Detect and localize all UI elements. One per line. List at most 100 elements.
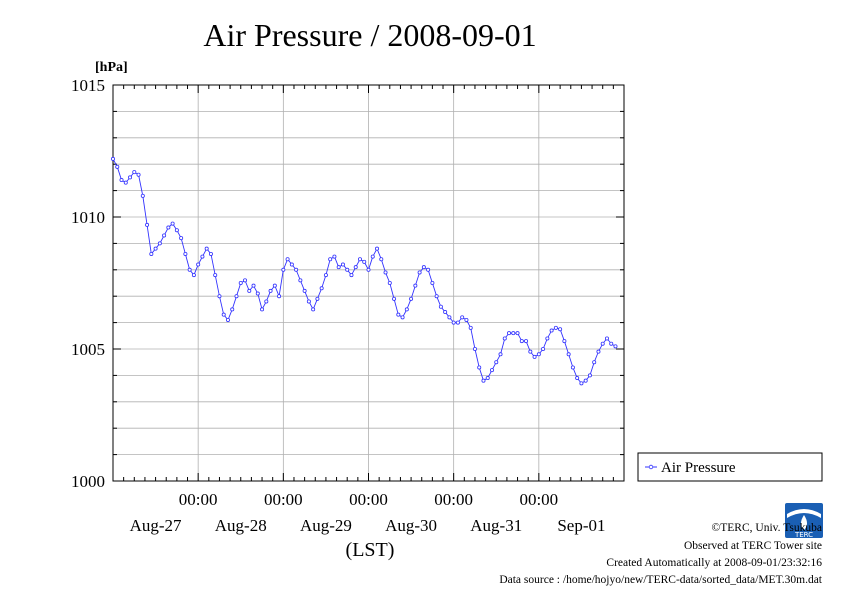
data-point xyxy=(447,315,452,320)
data-point xyxy=(357,257,362,262)
data-point xyxy=(281,267,286,272)
data-point xyxy=(289,262,294,267)
data-point xyxy=(123,180,128,185)
data-point xyxy=(409,296,414,301)
y-tick-label: 1005 xyxy=(71,340,105,359)
data-point xyxy=(443,310,448,315)
axes: 1000 1005 1010 1015 00:00 00:00 00:00 00:00 00:0… xyxy=(71,76,625,535)
data-point xyxy=(302,288,307,293)
data-point xyxy=(553,325,558,330)
data-point xyxy=(191,273,196,278)
data-point xyxy=(485,376,490,381)
data-point xyxy=(502,336,507,341)
data-point xyxy=(230,307,235,312)
data-point xyxy=(570,365,575,370)
data-point xyxy=(524,339,529,344)
data-point xyxy=(379,257,384,262)
data-point xyxy=(132,170,137,175)
data-point xyxy=(136,172,141,177)
data-point xyxy=(149,251,154,256)
data-point xyxy=(532,354,537,359)
terc-logo: TERC xyxy=(785,503,823,539)
data-point xyxy=(489,368,494,373)
data-point xyxy=(234,294,239,299)
data-point xyxy=(119,178,124,183)
data-point xyxy=(404,307,409,312)
data-point xyxy=(583,378,588,383)
data-point xyxy=(170,221,175,226)
data-point xyxy=(323,273,328,278)
footer-copyright: ©TERC, Univ. Tsukuba xyxy=(712,522,822,534)
data-point xyxy=(545,336,550,341)
data-point xyxy=(247,288,252,293)
x-tick-time-label: 00:00 xyxy=(519,490,558,509)
data-point xyxy=(558,327,563,332)
x-tick-time-label: 00:00 xyxy=(434,490,473,509)
data-point xyxy=(460,315,465,320)
data-point xyxy=(319,286,324,291)
data-point xyxy=(575,376,580,381)
y-tick-label: 1010 xyxy=(71,208,105,227)
logo-drop-icon xyxy=(801,515,807,530)
data-point xyxy=(187,267,192,272)
data-point xyxy=(264,299,269,304)
data-point xyxy=(541,346,546,351)
data-point xyxy=(472,346,477,351)
data-point xyxy=(238,280,243,285)
data-point xyxy=(579,381,584,386)
data-point xyxy=(596,349,601,354)
data-point xyxy=(128,175,133,180)
legend: Air Pressure xyxy=(637,452,823,482)
data-point xyxy=(221,312,226,317)
data-point xyxy=(498,352,503,357)
data-point xyxy=(464,317,469,322)
logo-text: TERC xyxy=(794,531,813,539)
data-point xyxy=(536,352,541,357)
data-point xyxy=(477,365,482,370)
data-point xyxy=(511,331,516,336)
x-tick-day-label: Aug-29 xyxy=(300,516,352,535)
data-point xyxy=(519,339,524,344)
y-axis-unit-label: [hPa] xyxy=(95,60,128,75)
data-point xyxy=(225,317,230,322)
data-point xyxy=(200,254,205,259)
data-point xyxy=(600,341,605,346)
data-point xyxy=(396,312,401,317)
data-point xyxy=(153,246,158,251)
x-tick-day-label: Sep-01 xyxy=(557,516,605,535)
data-point xyxy=(298,278,303,283)
data-point xyxy=(604,336,609,341)
data-point xyxy=(179,236,184,241)
data-point xyxy=(392,296,397,301)
data-point xyxy=(277,294,282,299)
data-point xyxy=(387,280,392,285)
data-point xyxy=(115,164,120,169)
x-tick-day-label: Aug-28 xyxy=(215,516,267,535)
data-point xyxy=(421,265,426,270)
data-point xyxy=(515,331,520,336)
logo-wave-icon xyxy=(787,509,821,518)
data-point xyxy=(111,156,116,161)
data-point xyxy=(609,341,614,346)
grid-lines xyxy=(113,85,624,481)
data-point xyxy=(345,267,350,272)
data-point xyxy=(613,344,618,349)
y-tick-label: 1000 xyxy=(71,472,105,491)
data-point xyxy=(306,299,311,304)
data-point xyxy=(260,307,265,312)
footer-data-source: Data source : /home/hojyo/new/TERC-data/… xyxy=(499,574,822,586)
x-tick-time-label: 00:00 xyxy=(179,490,218,509)
data-point xyxy=(145,222,150,227)
y-tick-label: 1015 xyxy=(71,76,105,95)
data-point xyxy=(311,307,316,312)
series-air-pressure xyxy=(111,156,618,386)
data-point xyxy=(362,259,367,264)
x-tick-day-label: Aug-31 xyxy=(470,516,522,535)
data-point xyxy=(592,360,597,365)
data-point xyxy=(438,304,443,309)
x-tick-day-label: Aug-27 xyxy=(130,516,182,535)
data-point xyxy=(336,265,341,270)
data-point xyxy=(549,328,554,333)
data-point xyxy=(507,331,512,336)
